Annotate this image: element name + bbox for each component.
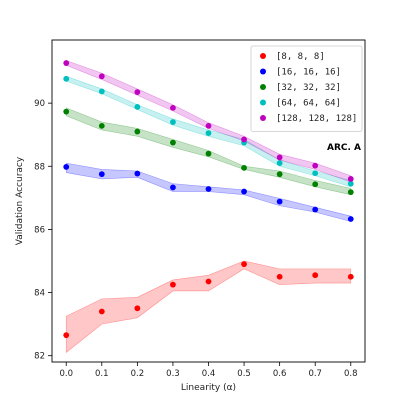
- legend-marker: [260, 68, 266, 75]
- x-tick-label: 0.5: [237, 369, 251, 379]
- point-series-3: [170, 119, 176, 125]
- band-series-0: [65, 260, 352, 354]
- point-series-0: [98, 308, 105, 315]
- legend-entry: [16, 16, 16]: [276, 68, 341, 78]
- point-series-2: [241, 164, 247, 171]
- legend-marker: [260, 99, 266, 106]
- legend-entry: [128, 128, 128]: [276, 114, 357, 124]
- x-tick-label: 0.8: [344, 369, 358, 379]
- point-series-2: [347, 189, 354, 196]
- y-tick-label: 82: [34, 352, 45, 362]
- x-tick-label: 0.0: [59, 369, 73, 379]
- point-series-3: [98, 88, 105, 95]
- x-axis-label: Linearity (α): [181, 383, 236, 393]
- point-series-1: [98, 171, 105, 178]
- x-tick-label: 0.7: [308, 369, 322, 379]
- legend-marker: [260, 115, 266, 121]
- data-points: [63, 60, 354, 339]
- point-series-2: [312, 181, 319, 188]
- point-series-0: [241, 261, 247, 268]
- x-axis-ticks: 0.0 0.1 0.2 0.3 0.4 0.5 0.6 0.7 0.8: [59, 362, 358, 379]
- point-series-4: [134, 89, 141, 95]
- point-series-1: [170, 184, 176, 191]
- y-axis-label: Validation Accuracy: [15, 156, 25, 245]
- point-series-3: [347, 180, 354, 187]
- point-series-4: [276, 154, 283, 161]
- point-series-1: [134, 170, 141, 177]
- point-series-0: [63, 332, 70, 339]
- point-series-0: [276, 273, 283, 280]
- point-series-0: [312, 272, 319, 279]
- point-series-2: [63, 108, 70, 115]
- point-series-1: [347, 216, 354, 222]
- point-series-1: [276, 198, 283, 205]
- point-series-2: [276, 171, 283, 178]
- point-series-0: [347, 273, 354, 280]
- point-series-2: [98, 122, 105, 129]
- point-series-1: [63, 164, 70, 170]
- legend-marker: [260, 53, 266, 59]
- point-series-3: [276, 160, 283, 167]
- legend-box: [250, 45, 363, 132]
- point-series-3: [63, 75, 70, 82]
- y-tick-label: 86: [34, 225, 45, 235]
- point-series-2: [134, 128, 141, 135]
- point-series-0: [205, 278, 212, 285]
- point-series-0: [170, 281, 176, 288]
- x-tick-label: 0.1: [95, 369, 109, 379]
- point-series-4: [347, 176, 354, 182]
- point-series-0: [134, 305, 141, 312]
- point-series-4: [312, 162, 319, 169]
- annotation-label: ARC. A: [327, 143, 361, 153]
- point-series-4: [205, 122, 212, 129]
- y-tick-label: 88: [34, 162, 45, 172]
- point-series-1: [312, 206, 319, 213]
- point-series-1: [241, 188, 247, 195]
- legend-entry: [64, 64, 64]: [276, 99, 341, 109]
- x-tick-label: 0.4: [202, 369, 216, 379]
- point-series-3: [134, 104, 141, 110]
- point-series-4: [98, 73, 105, 80]
- legend-entry: [8, 8, 8]: [276, 52, 325, 62]
- x-tick-label: 0.3: [166, 369, 180, 379]
- point-series-1: [205, 186, 212, 192]
- legend: [8, 8, 8] [16, 16, 16] [32, 32, 32] [64, 64…: [250, 45, 363, 132]
- point-series-2: [205, 150, 212, 157]
- point-series-3: [205, 130, 212, 137]
- point-series-2: [170, 139, 176, 146]
- y-tick-label: 90: [34, 99, 45, 109]
- x-tick-label: 0.2: [131, 369, 145, 379]
- point-series-4: [241, 136, 247, 143]
- point-series-3: [312, 170, 319, 177]
- y-tick-label: 84: [34, 289, 45, 299]
- point-series-4: [63, 60, 70, 66]
- legend-marker: [260, 84, 266, 90]
- legend-entry: [32, 32, 32]: [276, 83, 341, 93]
- point-series-4: [170, 104, 176, 111]
- x-tick-label: 0.6: [273, 369, 287, 379]
- y-axis-ticks: 82 84 86 88 90: [34, 99, 52, 362]
